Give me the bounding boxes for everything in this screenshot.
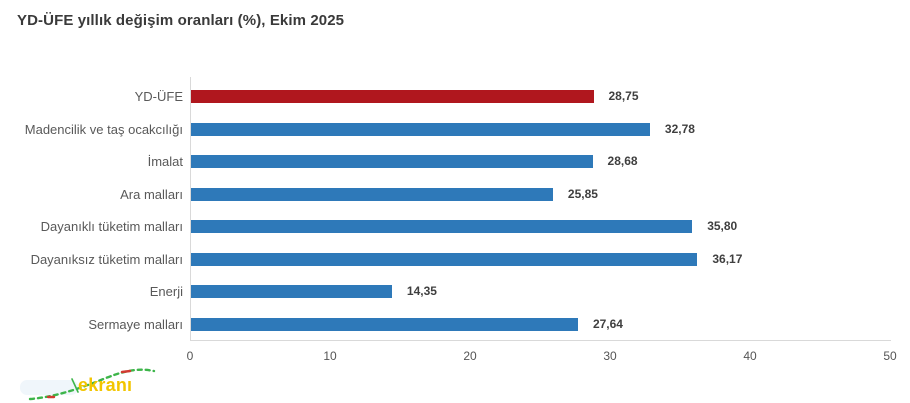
- x-tick-label: 0: [186, 349, 194, 363]
- category-label: Sermaye malları: [88, 316, 183, 332]
- value-label: 14,35: [406, 284, 437, 298]
- bar-row: Ara malları 25,85: [0, 178, 910, 211]
- x-tick-label: 50: [883, 349, 897, 363]
- category-label: Dayanıklı tüketim malları: [40, 219, 183, 234]
- watermark-faint-text: [20, 380, 78, 395]
- category-label: YD-ÜFE: [134, 89, 183, 104]
- category-label: Madencilik ve taş ocakcılığı: [24, 121, 183, 137]
- category-label: Ara malları: [120, 186, 183, 202]
- value-label: 32,78: [664, 121, 695, 136]
- value-label: 36,17: [712, 251, 743, 266]
- bar: [191, 155, 593, 168]
- value-label: 28,75: [608, 89, 639, 103]
- watermark-logo: ekranı: [20, 366, 170, 403]
- category-label: İmalat: [147, 154, 183, 169]
- bar-row: Dayanıksız tüketim malları 36,17: [0, 243, 910, 276]
- chart-title: YD-ÜFE yıllık değişim oranları (%), Ekim…: [17, 12, 345, 29]
- bar-row: İmalat 28,68: [0, 145, 910, 178]
- bar-row: Dayanıklı tüketim malları 35,80: [0, 210, 910, 243]
- x-axis-line: [190, 340, 891, 341]
- bar: [191, 252, 698, 266]
- category-label: Dayanıksız tüketim malları: [30, 251, 183, 267]
- bar: [191, 317, 578, 331]
- x-tick-label: 30: [603, 349, 617, 363]
- bar-row: YD-ÜFE 28,75: [0, 80, 910, 113]
- bar: [191, 220, 693, 233]
- bar: [191, 187, 553, 201]
- x-tick-label: 20: [463, 349, 477, 363]
- bar: [191, 122, 650, 136]
- category-label: Enerji: [149, 284, 183, 299]
- bar-row: Enerji 14,35: [0, 275, 910, 308]
- bar: [191, 285, 392, 298]
- value-label: 28,68: [607, 154, 638, 168]
- value-label: 27,64: [592, 316, 623, 331]
- x-tick-label: 10: [323, 349, 337, 363]
- value-label: 25,85: [567, 186, 598, 201]
- trend-sparkline-icon: [28, 368, 156, 401]
- bar-row: Sermaye malları 27,64: [0, 308, 910, 341]
- value-label: 35,80: [707, 219, 738, 233]
- y-axis-line: [190, 77, 191, 340]
- bar-row: Madencilik ve taş ocakcılığı 32,78: [0, 113, 910, 146]
- bar: [191, 90, 594, 103]
- watermark-text: ekranı: [78, 375, 133, 395]
- x-tick-label: 40: [743, 349, 757, 363]
